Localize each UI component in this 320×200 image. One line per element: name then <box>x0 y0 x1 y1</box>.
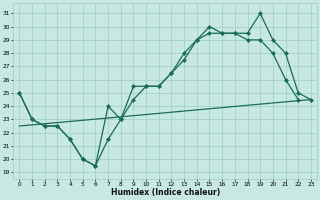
X-axis label: Humidex (Indice chaleur): Humidex (Indice chaleur) <box>110 188 220 197</box>
